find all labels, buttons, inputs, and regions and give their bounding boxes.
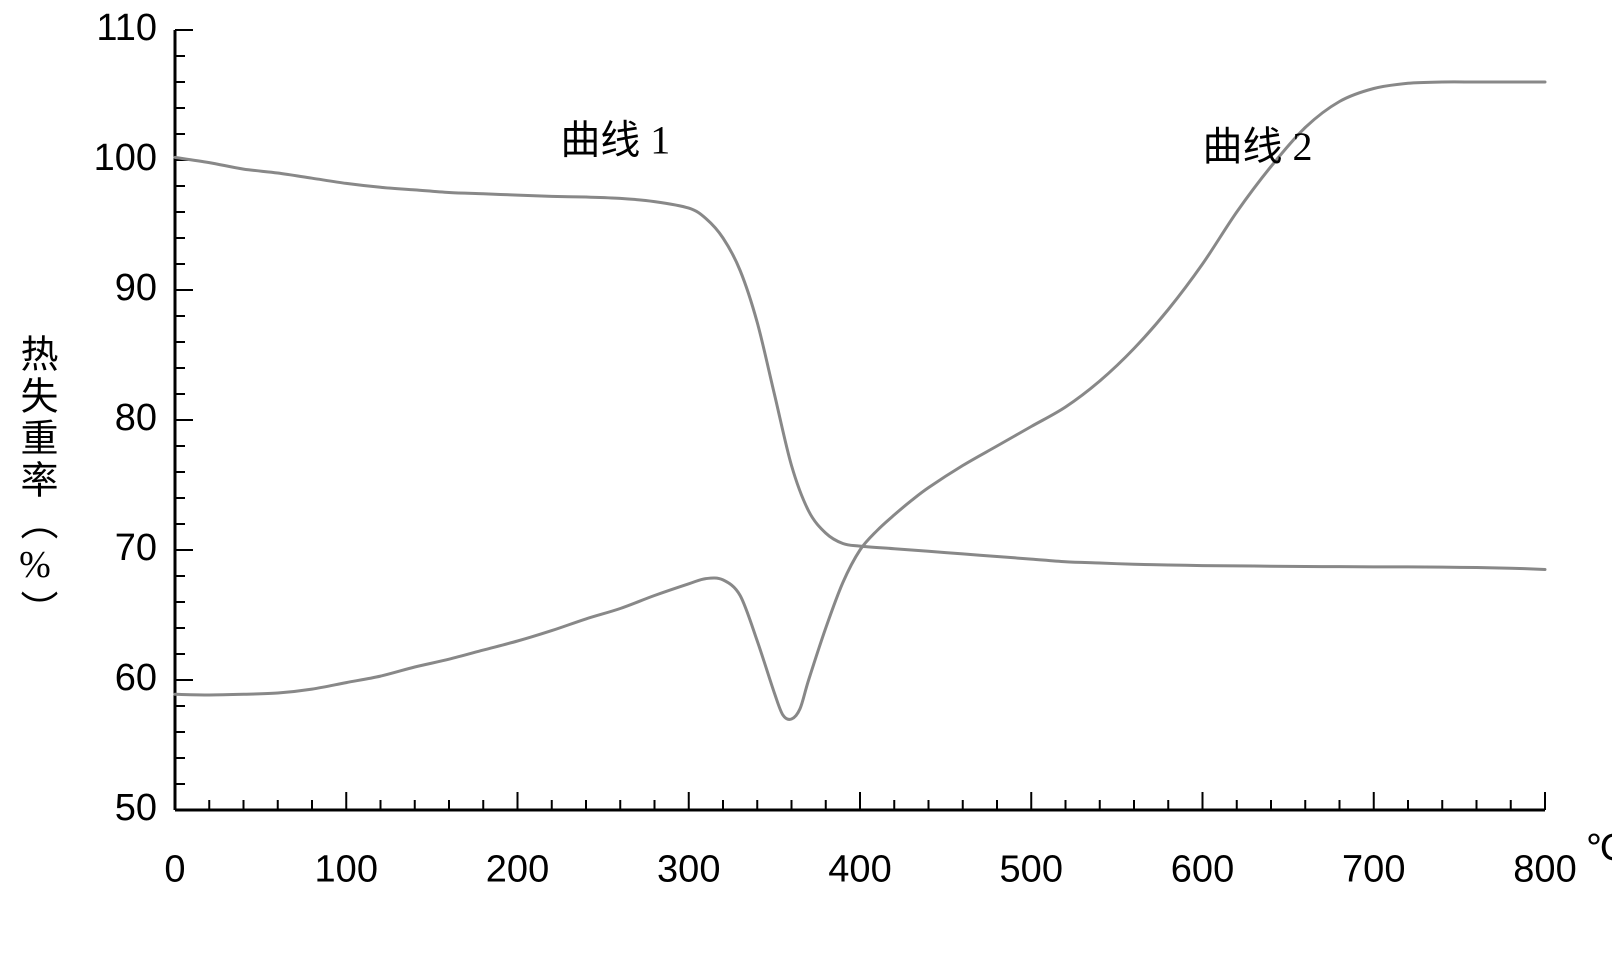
y-tick-label: 60 [115, 657, 157, 699]
x-tick-label: 200 [486, 848, 549, 890]
chart-container: 热失重率（%） 50 60 70 80 90 100 110 0 100 200 300 400 500… [0, 0, 1612, 966]
x-tick-label: 600 [1171, 848, 1234, 890]
y-tick-label: 80 [115, 397, 157, 439]
x-tick-label: 300 [657, 848, 720, 890]
x-tick-label: 400 [828, 848, 891, 890]
x-tick-label: 100 [315, 848, 378, 890]
series-curve1 [175, 157, 1545, 569]
x-tick-label: 500 [1000, 848, 1063, 890]
chart-svg: 50 60 70 80 90 100 110 0 100 200 300 400 500 600 700 80… [0, 0, 1612, 966]
x-axis-unit: ℃ [1585, 827, 1612, 868]
y-tick-label: 70 [115, 527, 157, 569]
series-label-curve2: 曲线 2 [1203, 124, 1313, 169]
y-tick-label: 100 [94, 137, 157, 179]
y-tick-label: 50 [115, 787, 157, 829]
x-tick-label: 0 [164, 848, 185, 890]
y-axis-title: 热失重率（%） [8, 334, 63, 632]
y-tick-label: 110 [96, 7, 157, 49]
y-tick-label: 90 [115, 267, 157, 309]
series-label-curve1: 曲线 1 [560, 118, 670, 163]
x-tick-label: 800 [1513, 848, 1576, 890]
x-tick-label: 700 [1342, 848, 1405, 890]
series-curve2 [175, 82, 1545, 720]
